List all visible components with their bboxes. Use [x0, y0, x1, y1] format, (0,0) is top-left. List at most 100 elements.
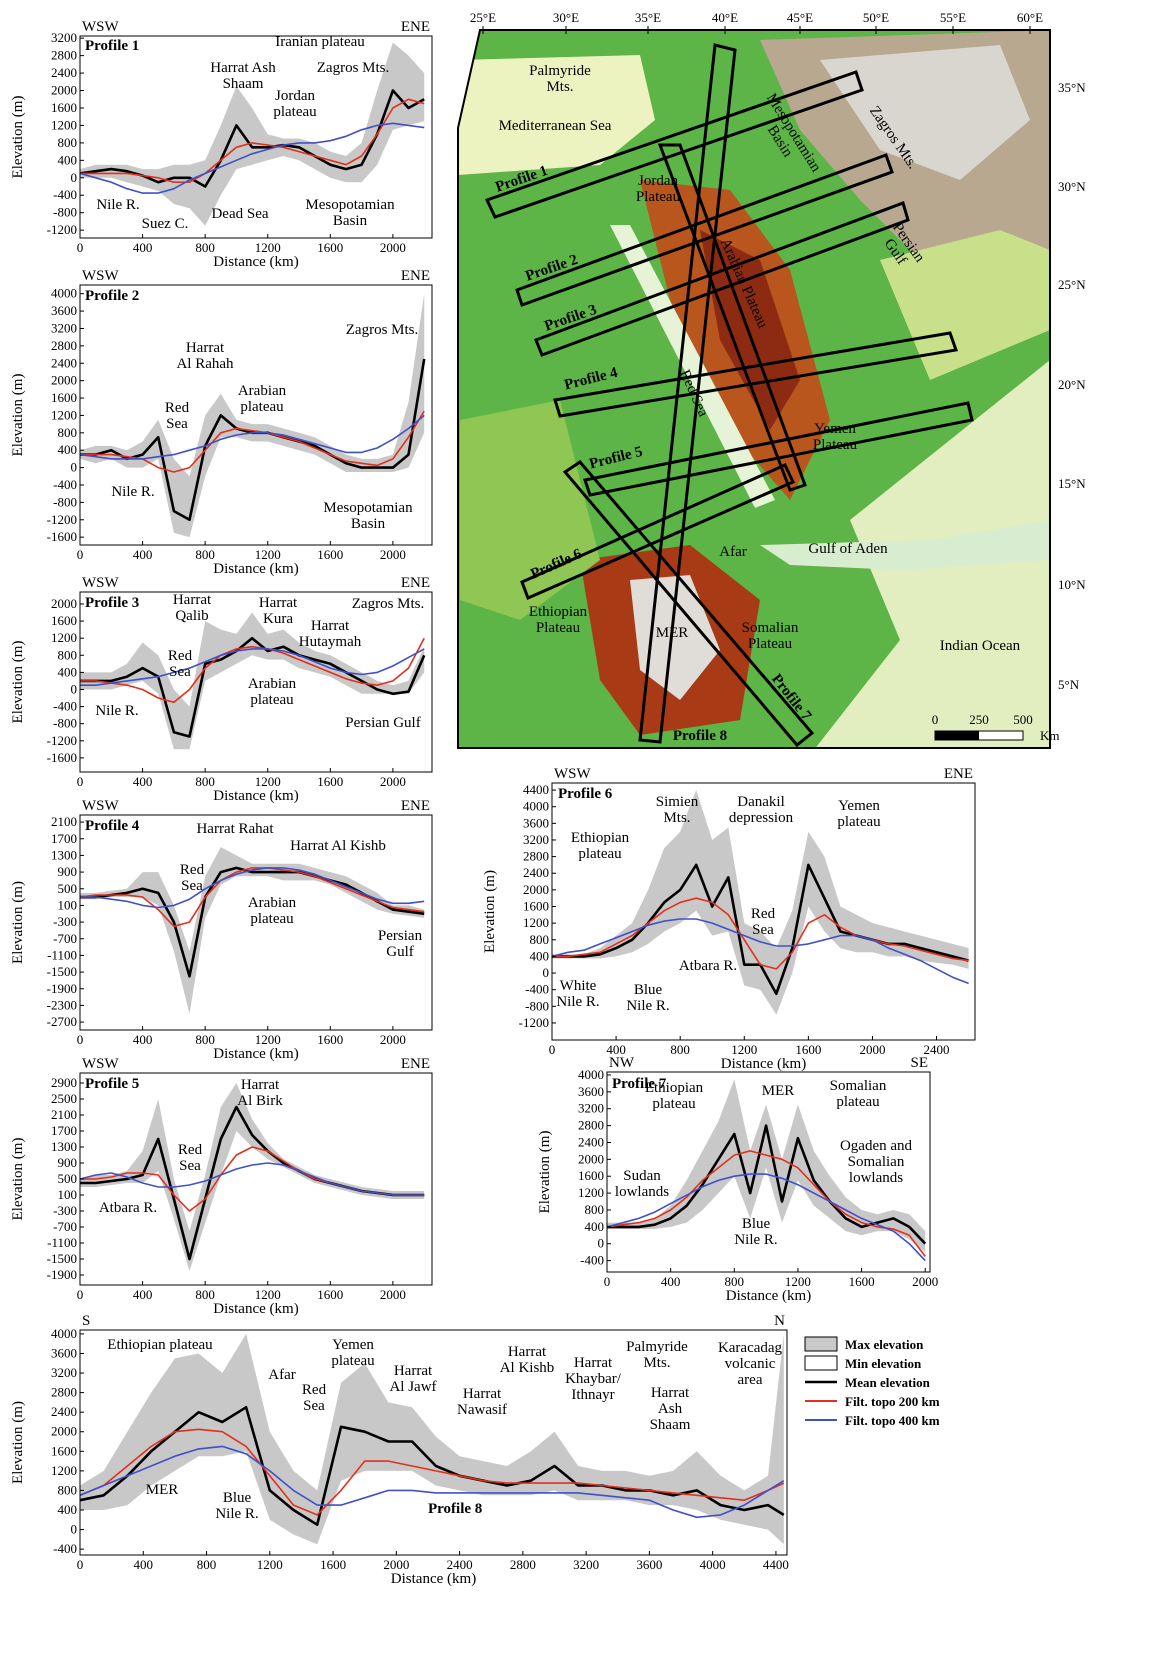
elevation-envelope [80, 655, 425, 772]
profile-line [79, 1162, 425, 1196]
x-tick-label: 4000 [700, 1557, 726, 1572]
annotation: Mts. [663, 810, 690, 826]
annotation: Harrat [574, 1355, 613, 1371]
annotation: plateau [836, 1094, 880, 1110]
annotation: plateau [240, 399, 284, 415]
map-place-label: Somalian [742, 620, 799, 636]
y-tick-label: 800 [58, 647, 78, 662]
x-tick-label: 1600 [320, 1557, 346, 1572]
annotation: Ithnayr [571, 1387, 614, 1403]
annotation: Nile R. [96, 197, 139, 213]
y-tick-label: 2100 [51, 1107, 77, 1122]
y-tick-label: -2300 [47, 997, 77, 1012]
profile-title: Profile 8 [428, 1501, 482, 1517]
annotation: plateau [273, 104, 317, 120]
legend-label: Filt. topo 200 km [845, 1394, 940, 1409]
y-tick-label: 3200 [51, 30, 77, 45]
x-tick-label: 0 [77, 240, 84, 255]
x-axis-label: Distance (km) [213, 788, 298, 804]
elevation-envelope [552, 906, 969, 1040]
annotation: Palmyride [626, 1339, 688, 1355]
x-tick-label: 0 [77, 1032, 84, 1047]
y-tick-label: -1600 [47, 750, 77, 765]
y-tick-label: 400 [585, 1219, 605, 1234]
x-tick-label: 800 [195, 774, 215, 789]
x-tick-label: 400 [606, 1042, 626, 1057]
elevation-envelope [80, 121, 425, 238]
y-tick-label: 2500 [51, 1091, 77, 1106]
annotation: Zagros Mts. [346, 322, 419, 338]
annotation: Harrat [173, 592, 212, 608]
x-tick-label: 1600 [317, 240, 343, 255]
y-tick-label: 400 [58, 664, 78, 679]
annotation: Nile R. [215, 1506, 258, 1522]
map-place-label: Mediterranean Sea [499, 118, 612, 134]
profile-line [80, 867, 425, 909]
annotation: Nawasif [457, 1402, 507, 1418]
y-tick-label: -1200 [47, 733, 77, 748]
annotation: plateau [837, 814, 881, 830]
direction-label: WSW [82, 575, 120, 591]
plot-frame [79, 1329, 788, 1556]
y-tick-label: 1200 [578, 1185, 604, 1200]
x-tick-label: 1200 [257, 1557, 283, 1572]
y-tick-label: 3600 [523, 815, 549, 830]
y-tick-label: -800 [53, 494, 77, 509]
y-tick-label: -400 [53, 1541, 77, 1556]
y-axis-label: Elevation (m) [537, 1131, 553, 1214]
annotation: Gulf [386, 944, 414, 960]
y-axis-label: Elevation (m) [10, 374, 26, 457]
profile-chart: -1200-800-400040080012001600200024002800… [482, 766, 976, 1072]
annotation: Mesopotamian [305, 197, 395, 213]
annotation: Ethiopian [571, 830, 630, 846]
x-tick-label: 400 [133, 1287, 153, 1302]
direction-label: WSW [82, 798, 120, 814]
y-tick-label: 2000 [578, 1151, 604, 1166]
map-place-label: MER [656, 625, 689, 641]
y-tick-label: -400 [53, 187, 77, 202]
annotation: Somalian [830, 1078, 887, 1094]
x-tick-label: 2000 [380, 1032, 406, 1047]
plot-frame [606, 1071, 931, 1273]
y-tick-label: 3200 [51, 320, 77, 335]
y-tick-label: -400 [525, 982, 549, 997]
x-axis-label: Distance (km) [213, 1301, 298, 1317]
map-lon-label: 55°E [940, 10, 966, 25]
profile-chart: -400040080012001600200024002800320036004… [10, 1313, 940, 1587]
y-tick-label: 1300 [51, 1139, 77, 1154]
y-tick-label: 100 [58, 1187, 78, 1202]
y-tick-label: -400 [53, 477, 77, 492]
annotation: Iranian plateau [275, 34, 365, 50]
annotation: depression [729, 810, 794, 826]
direction-label: WSW [554, 766, 592, 782]
y-tick-label: 1600 [51, 1443, 77, 1458]
y-tick-label: 4400 [523, 782, 549, 797]
y-tick-label: 800 [58, 1482, 78, 1497]
x-tick-label: 2800 [510, 1557, 536, 1572]
x-tick-label: 800 [197, 1557, 217, 1572]
map-lat-label: 20°N [1058, 377, 1086, 392]
direction-label: ENE [401, 19, 430, 35]
y-tick-label: 500 [58, 881, 78, 896]
annotation: Suez C. [142, 216, 189, 232]
x-tick-label: 1200 [255, 240, 281, 255]
profile-line [606, 1150, 926, 1257]
x-tick-label: 2000 [380, 240, 406, 255]
y-tick-label: 2400 [51, 1404, 77, 1419]
y-tick-label: 800 [585, 1202, 605, 1217]
annotation: Karacadag [718, 1340, 783, 1356]
y-tick-label: -1600 [47, 529, 77, 544]
annotation: MER [762, 1083, 795, 1099]
y-tick-label: 900 [58, 1155, 78, 1170]
x-tick-label: 3200 [573, 1557, 599, 1572]
x-tick-label: 1600 [317, 1032, 343, 1047]
annotation: Red [180, 862, 205, 878]
annotation: Dead Sea [211, 206, 268, 222]
x-tick-label: 2000 [859, 1042, 885, 1057]
x-tick-label: 800 [195, 1032, 215, 1047]
profile-line [79, 414, 425, 460]
profile-line [80, 98, 425, 183]
y-tick-label: 1600 [51, 390, 77, 405]
plot-frame [79, 35, 433, 239]
profile-chart: -1900-1500-1100-700-30010050090013001700… [10, 1056, 433, 1317]
